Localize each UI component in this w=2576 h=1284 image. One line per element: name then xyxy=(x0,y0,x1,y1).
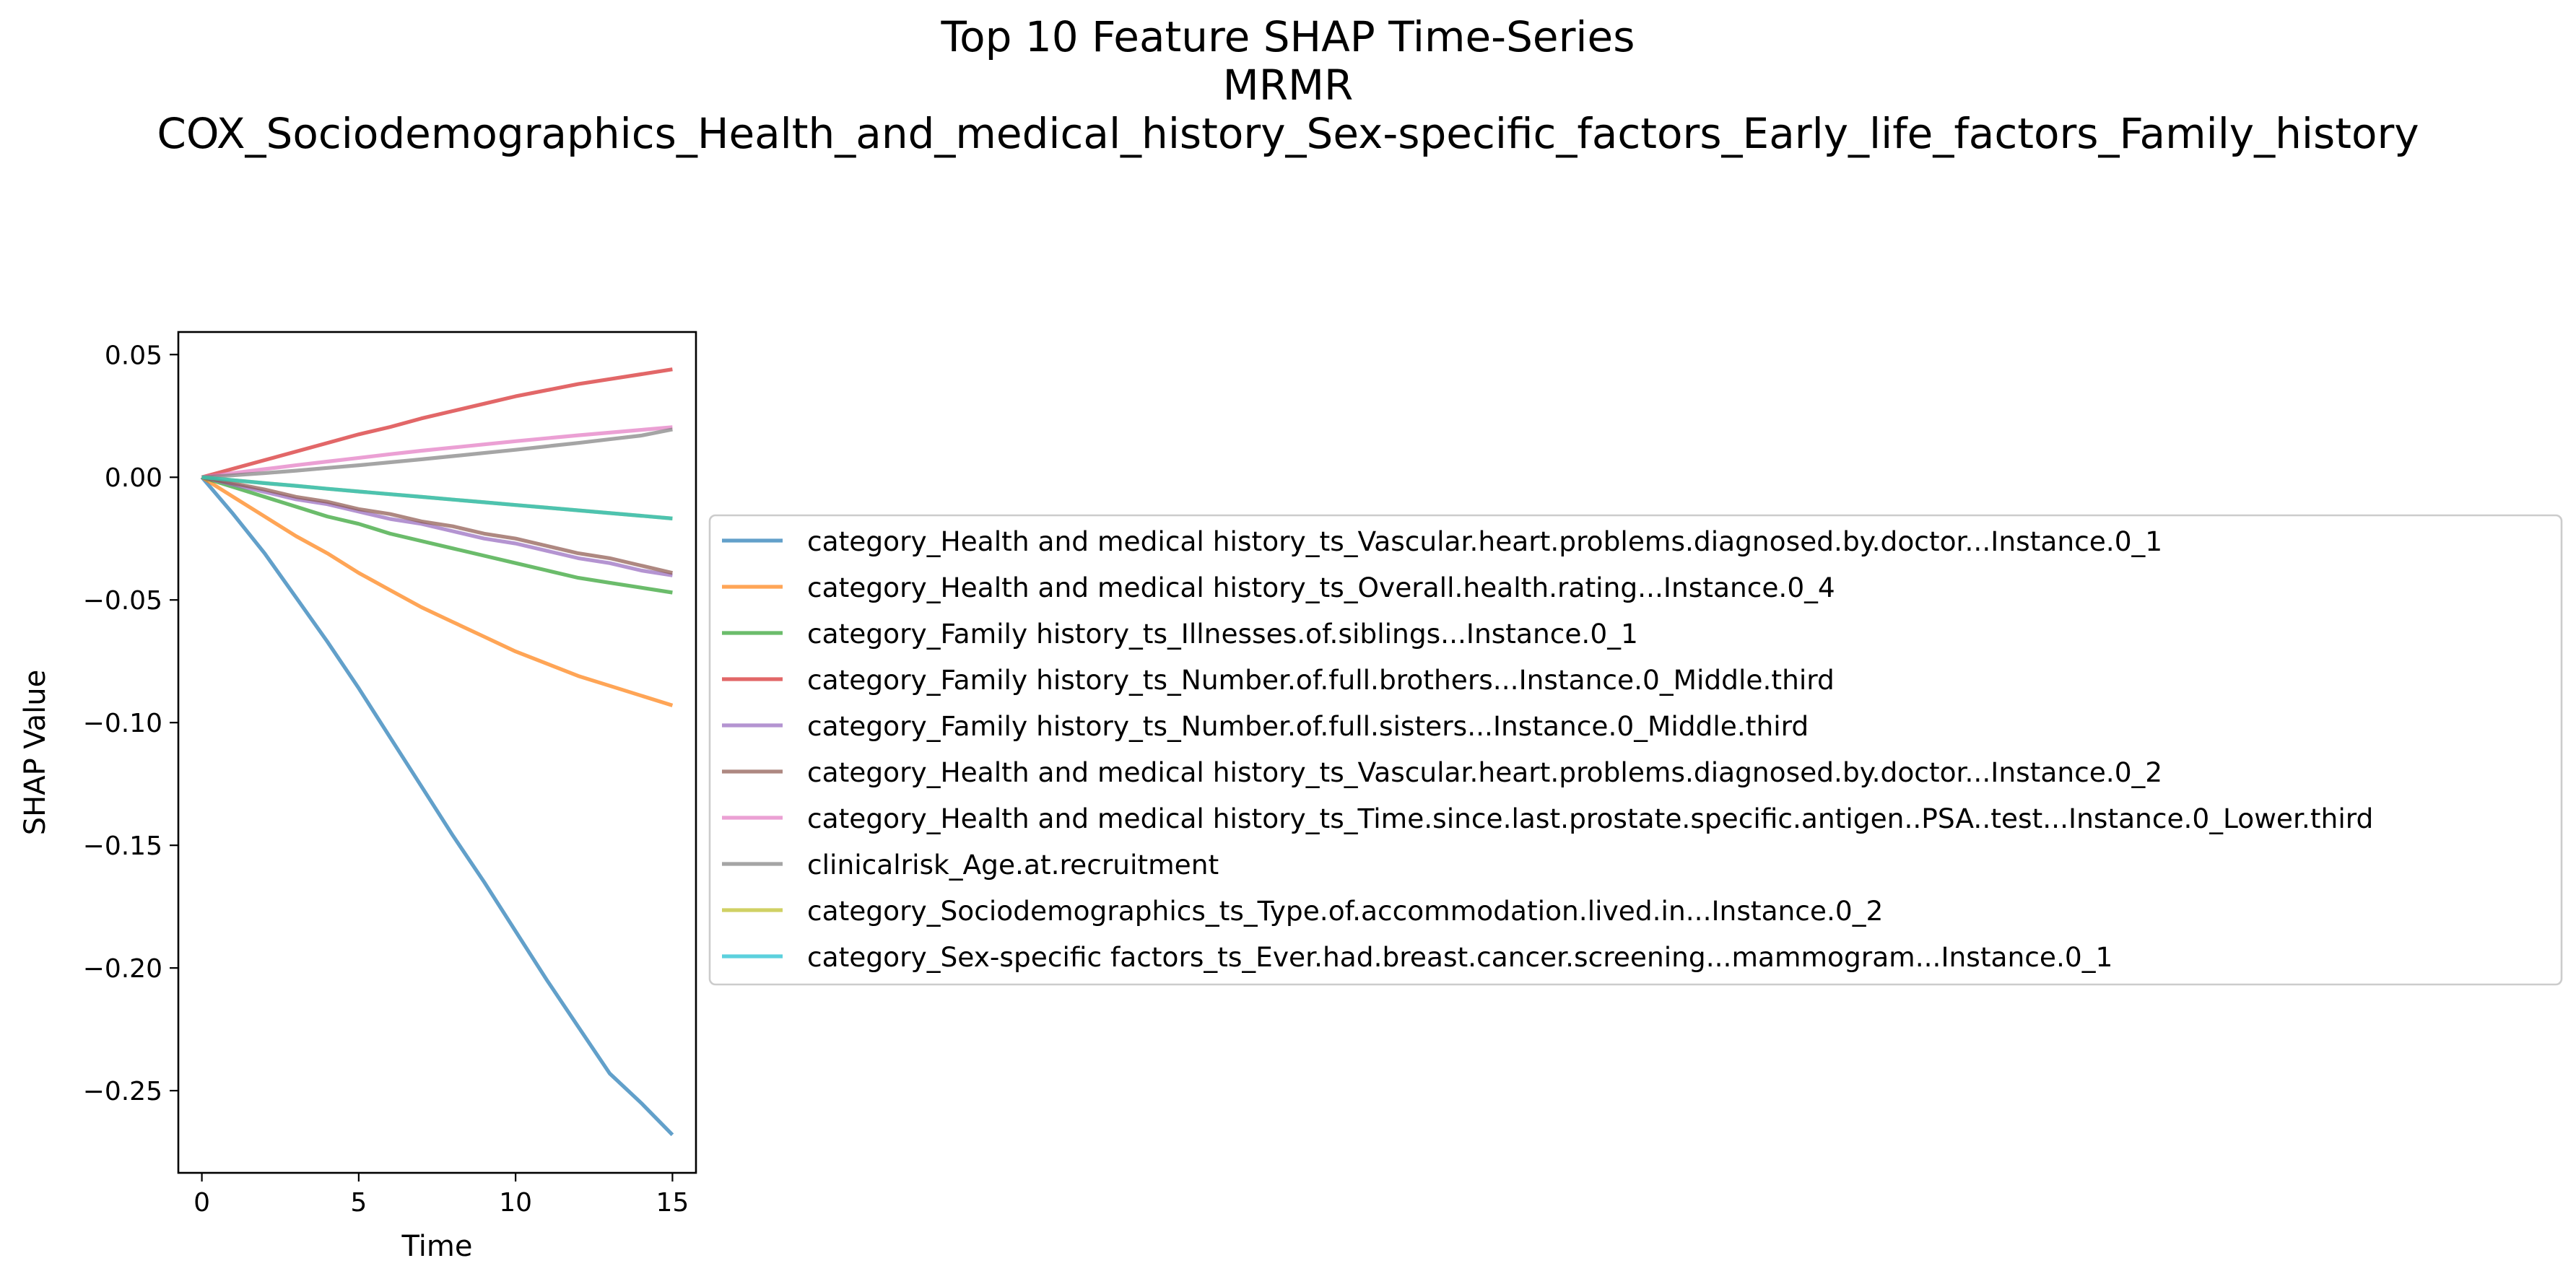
legend-items: category_Health and medical history_ts_V… xyxy=(722,525,2373,973)
x-tick-label: 0 xyxy=(193,1188,210,1218)
chart-title-line-1: Top 10 Feature SHAP Time-Series xyxy=(941,12,1635,61)
series-line-1 xyxy=(200,476,674,1137)
legend-label-10: category_Sex-specific factors_ts_Ever.ha… xyxy=(807,941,2112,973)
legend-label-9: category_Sociodemographics_ts_Type.of.ac… xyxy=(807,895,1883,927)
legend-label-6: category_Health and medical history_ts_V… xyxy=(807,756,2162,788)
series-line-10 xyxy=(201,475,673,520)
y-tick-label: −0.15 xyxy=(83,831,162,861)
y-tick-label: −0.25 xyxy=(83,1077,162,1106)
legend-label-3: category_Family history_ts_Illnesses.of.… xyxy=(807,618,1638,650)
chart-title-line-3: COX_Sociodemographics_Health_and_medical… xyxy=(157,109,2419,158)
y-tick-label: −0.05 xyxy=(83,586,162,616)
x-tick-label: 15 xyxy=(656,1188,689,1218)
series-line-2 xyxy=(201,475,674,707)
series-line-5 xyxy=(201,475,673,577)
y-tick-label: −0.20 xyxy=(83,954,162,984)
chart-title-line-2: MRMR xyxy=(1222,61,1354,110)
y-axis-label: SHAP Value xyxy=(19,670,52,836)
y-tick-label: 0.00 xyxy=(105,463,162,493)
x-tick-label: 5 xyxy=(350,1188,367,1218)
legend-label-2: category_Health and medical history_ts_O… xyxy=(807,572,1835,603)
series-line-6 xyxy=(201,475,673,575)
series-line-3 xyxy=(201,475,673,595)
y-tick-label: 0.05 xyxy=(105,341,162,370)
legend-label-4: category_Family history_ts_Number.of.ful… xyxy=(807,664,1835,696)
legend-frame xyxy=(708,514,2563,986)
series-layer xyxy=(200,367,674,1137)
ticks-layer: 0 5 10 15 0.05 0.00 −0.05 −0.10 −0.15 −0.20 −0.25 xyxy=(83,341,689,1218)
series-line-8 xyxy=(201,427,673,479)
legend-label-7: category_Health and medical history_ts_T… xyxy=(807,803,2373,834)
legend-label-1: category_Health and medical history_ts_V… xyxy=(807,525,2162,557)
x-axis-label: Time xyxy=(401,1230,473,1263)
legend: category_Health and medical history_ts_V… xyxy=(708,514,2563,986)
series-line-7 xyxy=(201,425,673,479)
plot-frame xyxy=(177,331,697,1174)
series-line-4 xyxy=(201,367,673,479)
y-tick-label: −0.10 xyxy=(83,709,162,738)
x-tick-label: 10 xyxy=(499,1188,532,1218)
legend-label-5: category_Family history_ts_Number.of.ful… xyxy=(807,710,1809,742)
legend-label-8: clinicalrisk_Age.at.recruitment xyxy=(807,849,1219,881)
chart-title: Top 10 Feature SHAP Time-Series MRMR COX… xyxy=(0,13,2576,158)
